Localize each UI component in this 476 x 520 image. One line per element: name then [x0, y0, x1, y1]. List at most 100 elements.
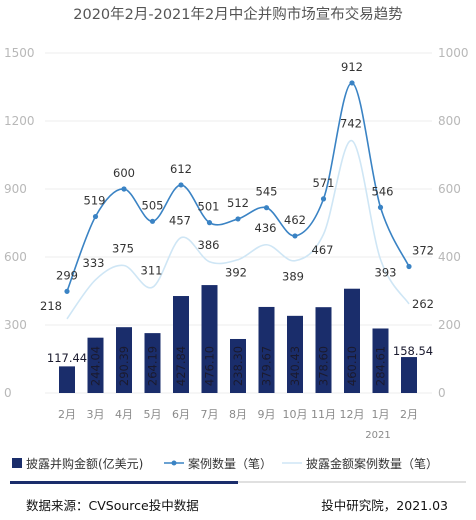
label-cases: 505: [142, 198, 164, 212]
bar: [59, 366, 75, 393]
category-label: 5月: [144, 408, 162, 421]
category-labels: 2月 3月 4月 5月 6月 7月 8月 9月 10月 11月 12月 1月 2月: [58, 408, 418, 421]
footer-rule: [238, 481, 466, 483]
label-disclosed-cases: 218: [40, 299, 62, 313]
point-cases: [349, 80, 355, 86]
category-label: 1月: [372, 408, 390, 421]
category-label: 2月: [58, 408, 76, 421]
category-label: 10月: [283, 408, 308, 421]
legend-marker-cases: [171, 460, 177, 466]
bar: [287, 315, 303, 393]
bar-label: 284.61: [374, 346, 388, 386]
label-disclosed-cases: 742: [340, 117, 362, 131]
label-cases: 612: [170, 162, 192, 176]
bar: [344, 288, 360, 393]
category-label: 8月: [229, 408, 247, 421]
label-cases: 519: [84, 194, 106, 208]
label-cases: 512: [227, 196, 249, 210]
label-disclosed-cases: 333: [83, 256, 105, 270]
footer-accent-left: [10, 481, 238, 484]
footer-source: 数据来源：CVSource投中数据: [26, 498, 199, 513]
bar: [315, 307, 332, 393]
grid-lines: [45, 52, 432, 394]
label-disclosed-cases: 467: [312, 243, 334, 257]
bar-label: 117.44: [47, 351, 87, 365]
label-cases: 462: [284, 213, 306, 227]
bar-label: 427.84: [174, 346, 188, 386]
label-disclosed-cases: 436: [255, 221, 277, 235]
point-cases: [64, 288, 70, 294]
bar-label: 244.04: [89, 346, 103, 386]
data-labels: 299 519 600 505 612 501 512 545 462 571 912 546 372 2…: [40, 60, 434, 386]
right-tick-label: 0: [438, 386, 446, 400]
right-tick-label: 600: [438, 182, 461, 196]
bar: [87, 337, 104, 393]
left-tick-label: 0: [4, 386, 12, 400]
bar: [173, 296, 189, 393]
label-cases: 299: [56, 268, 78, 282]
bar-label: 476.10: [203, 346, 217, 386]
bar-label: 340.43: [288, 346, 302, 386]
year-label: 2021: [365, 430, 390, 441]
chart-title: 2020年2月-2021年2月中企并购市场宣布交易趋势: [73, 5, 402, 23]
right-tick-label: 800: [438, 114, 461, 128]
bar: [258, 306, 275, 393]
label-disclosed-cases: 311: [141, 263, 163, 277]
bar-label: 378.60: [317, 346, 331, 386]
legend-swatch-bar: [12, 458, 22, 468]
legend-label-cases: 案例数量（笔）: [188, 456, 272, 471]
point-cases: [263, 205, 270, 211]
category-label: 11月: [311, 408, 336, 421]
label-disclosed-cases: 262: [412, 297, 434, 311]
point-cases: [149, 218, 156, 224]
point-cases: [292, 233, 298, 239]
left-axis-ticks: 0 300 600 900 1200 1500: [4, 46, 35, 400]
label-disclosed-cases: 457: [169, 214, 191, 228]
point-cases: [206, 220, 213, 226]
point-cases: [235, 216, 241, 222]
label-disclosed-cases: 375: [112, 242, 134, 256]
point-cases: [406, 263, 412, 270]
right-tick-label: 400: [438, 250, 461, 264]
label-cases: 912: [341, 60, 363, 74]
bar-series: [59, 285, 417, 393]
bar-label: 290.39: [117, 346, 131, 386]
point-cases: [377, 204, 384, 210]
label-cases: 501: [198, 200, 220, 214]
left-tick-label: 600: [4, 250, 27, 264]
category-label: 6月: [172, 408, 190, 421]
label-cases: 372: [412, 244, 434, 258]
bar-label: 460.10: [345, 346, 359, 386]
footer-credit: 投中研究院，2021.03: [321, 498, 448, 513]
bar: [201, 285, 218, 393]
right-axis-ticks: 0 200 400 600 800 1000: [438, 46, 469, 400]
label-cases: 571: [313, 176, 335, 190]
category-label: 3月: [87, 408, 105, 421]
left-tick-label: 900: [4, 182, 27, 196]
legend-label-disclosed: 披露金额案例数量（笔）: [306, 456, 438, 471]
bar: [116, 327, 132, 393]
line-disclosed-cases: [66, 139, 410, 320]
line-series: [64, 80, 412, 320]
label-disclosed-cases: 392: [225, 266, 247, 280]
category-label: 12月: [340, 408, 365, 421]
label-cases: 546: [372, 184, 394, 198]
bar-label: 379.67: [260, 346, 274, 386]
point-cases: [92, 213, 99, 220]
bar-label: 264.19: [146, 346, 160, 386]
legend: 披露并购金额(亿美元) 案例数量（笔） 披露金额案例数量（笔）: [12, 456, 438, 471]
category-label: 2月: [400, 408, 418, 421]
label-disclosed-cases: 386: [198, 238, 220, 252]
left-tick-label: 300: [4, 318, 27, 332]
label-cases: 545: [256, 185, 278, 199]
right-tick-label: 200: [438, 318, 461, 332]
bar: [230, 338, 246, 393]
category-label: 7月: [201, 408, 219, 421]
label-disclosed-cases: 393: [375, 265, 397, 279]
right-tick-label: 1000: [438, 46, 469, 60]
bar-label: 158.54: [393, 344, 433, 358]
point-cases: [121, 186, 127, 192]
bar-label: 238.30: [231, 346, 245, 386]
